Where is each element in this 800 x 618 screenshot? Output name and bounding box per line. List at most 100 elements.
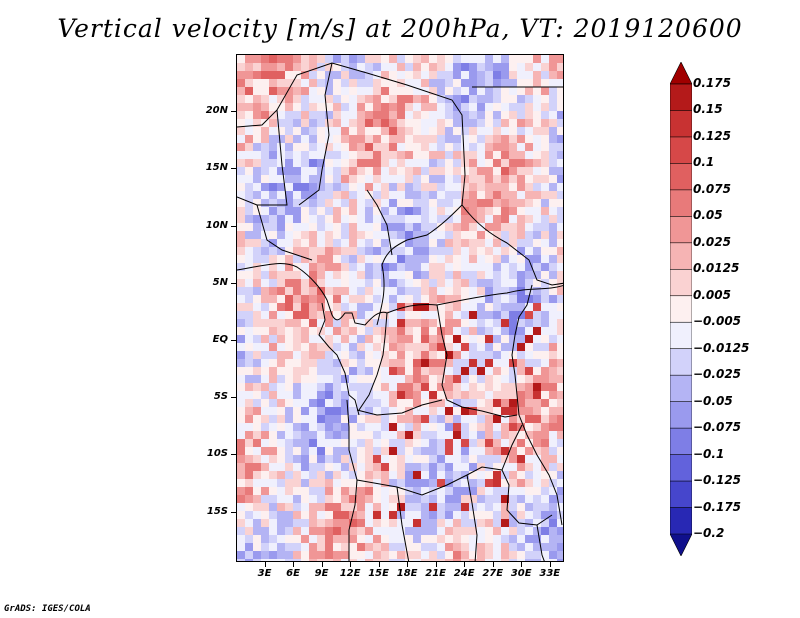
field-cell <box>253 351 261 359</box>
field-cell <box>237 231 245 239</box>
colorbar-label: −0.1 <box>693 446 725 461</box>
field-cell <box>525 175 533 183</box>
field-cell <box>501 399 509 407</box>
field-cell <box>413 303 421 311</box>
field-cell <box>293 183 301 191</box>
field-cell <box>365 311 373 319</box>
field-cell <box>269 559 277 561</box>
field-cell <box>277 423 285 431</box>
field-cell <box>541 167 549 175</box>
field-cell <box>349 287 357 295</box>
field-cell <box>293 215 301 223</box>
field-cell <box>493 295 501 303</box>
field-cell <box>461 439 469 447</box>
field-cell <box>501 79 509 87</box>
field-cell <box>301 87 309 95</box>
field-cell <box>389 439 397 447</box>
field-cell <box>301 511 309 519</box>
field-cell <box>477 303 485 311</box>
field-cell <box>381 503 389 511</box>
field-cell <box>301 167 309 175</box>
field-cell <box>533 127 541 135</box>
field-cell <box>437 231 445 239</box>
field-cell <box>373 447 381 455</box>
field-cell <box>541 135 549 143</box>
colorbar-swatch <box>670 216 692 244</box>
field-cell <box>421 207 429 215</box>
field-cell <box>237 95 245 103</box>
field-cell <box>437 63 445 71</box>
field-cell <box>285 239 293 247</box>
field-cell <box>525 127 533 135</box>
field-cell <box>413 527 421 535</box>
field-cell <box>397 399 405 407</box>
field-cell <box>333 175 341 183</box>
field-cell <box>469 199 477 207</box>
field-cell <box>317 279 325 287</box>
field-cell <box>461 367 469 375</box>
field-cell <box>533 55 541 63</box>
lon-tick <box>464 562 466 567</box>
field-cell <box>245 103 253 111</box>
field-cell <box>293 311 301 319</box>
field-cell <box>549 231 557 239</box>
field-cell <box>421 255 429 263</box>
field-cell <box>429 327 437 335</box>
field-cell <box>261 87 269 95</box>
field-cell <box>373 79 381 87</box>
field-cell <box>445 159 453 167</box>
field-cell <box>317 519 325 527</box>
field-cell <box>253 143 261 151</box>
field-cell <box>253 527 261 535</box>
field-cell <box>549 79 557 87</box>
field-cell <box>397 391 405 399</box>
field-cell <box>421 447 429 455</box>
field-cell <box>525 343 533 351</box>
field-cell <box>269 391 277 399</box>
field-cell <box>341 271 349 279</box>
field-cell <box>277 455 285 463</box>
field-cell <box>461 207 469 215</box>
field-cell <box>349 223 357 231</box>
field-cell <box>469 519 477 527</box>
field-cell <box>557 191 563 199</box>
field-cell <box>421 199 429 207</box>
field-cell <box>261 495 269 503</box>
field-cell <box>317 71 325 79</box>
field-cell <box>405 175 413 183</box>
field-cell <box>477 519 485 527</box>
field-cell <box>517 279 525 287</box>
field-cell <box>261 519 269 527</box>
field-cell <box>501 511 509 519</box>
field-cell <box>317 199 325 207</box>
field-cell <box>237 167 245 175</box>
field-cell <box>253 511 261 519</box>
field-cell <box>437 431 445 439</box>
field-cell <box>325 287 333 295</box>
field-cell <box>237 87 245 95</box>
field-cell <box>349 319 357 327</box>
field-cell <box>245 407 253 415</box>
field-cell <box>549 431 557 439</box>
field-cell <box>397 271 405 279</box>
field-cell <box>445 231 453 239</box>
field-cell <box>325 519 333 527</box>
field-cell <box>533 255 541 263</box>
field-cell <box>469 119 477 127</box>
field-cell <box>557 63 563 71</box>
field-cell <box>373 167 381 175</box>
field-cell <box>293 519 301 527</box>
field-cell <box>381 495 389 503</box>
field-cell <box>509 495 517 503</box>
field-cell <box>517 151 525 159</box>
field-cell <box>293 343 301 351</box>
field-cell <box>357 87 365 95</box>
field-cell <box>469 239 477 247</box>
field-cell <box>437 255 445 263</box>
field-cell <box>501 223 509 231</box>
field-cell <box>413 111 421 119</box>
field-cell <box>325 175 333 183</box>
field-cell <box>509 79 517 87</box>
field-cell <box>373 463 381 471</box>
field-cell <box>421 535 429 543</box>
